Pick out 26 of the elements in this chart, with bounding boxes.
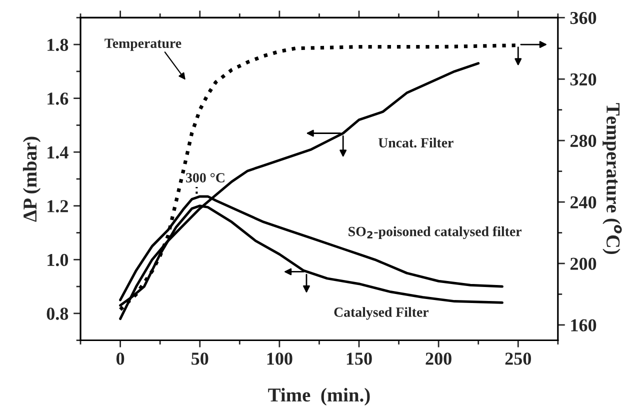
- y2-tick-label: 360: [570, 12, 596, 24]
- x-tick-label: 200: [426, 352, 452, 365]
- y-tick-label: 1.0: [48, 254, 68, 266]
- annotation: 300 °C: [186, 173, 224, 182]
- annotation: SO$_{2}$-poisoned catalysed filter: [348, 226, 522, 240]
- y-axis-title: ΔP (mbar): [22, 136, 41, 222]
- y2-tick-label: 200: [570, 258, 596, 270]
- y-tick-label: 1.6: [48, 92, 68, 105]
- y2-tick-label: 320: [570, 73, 596, 86]
- x-axis-title: Time (min.): [268, 388, 370, 406]
- y2-tick-label: 240: [570, 196, 596, 208]
- annotation: Temperature: [104, 38, 182, 51]
- annotation: Uncat. Filter: [378, 138, 454, 148]
- x-tick-label: 0: [116, 352, 124, 365]
- x-tick-label: 50: [192, 352, 208, 365]
- y2-tick-label: 280: [570, 134, 596, 147]
- x-tick-label: 100: [267, 352, 292, 365]
- y2-axis-title: Temperature ($^{o}$C): [602, 103, 622, 254]
- y-tick-label: 1.2: [48, 200, 68, 212]
- x-tick-label: 250: [505, 352, 531, 365]
- x-tick-label: 150: [346, 352, 372, 365]
- annotation: Catalysed Filter: [334, 307, 429, 320]
- y-tick-label: 1.4: [48, 146, 68, 159]
- y-tick-label: 1.8: [48, 38, 68, 52]
- y-tick-label: 0.8: [46, 308, 68, 320]
- y2-tick-label: 160: [571, 319, 596, 332]
